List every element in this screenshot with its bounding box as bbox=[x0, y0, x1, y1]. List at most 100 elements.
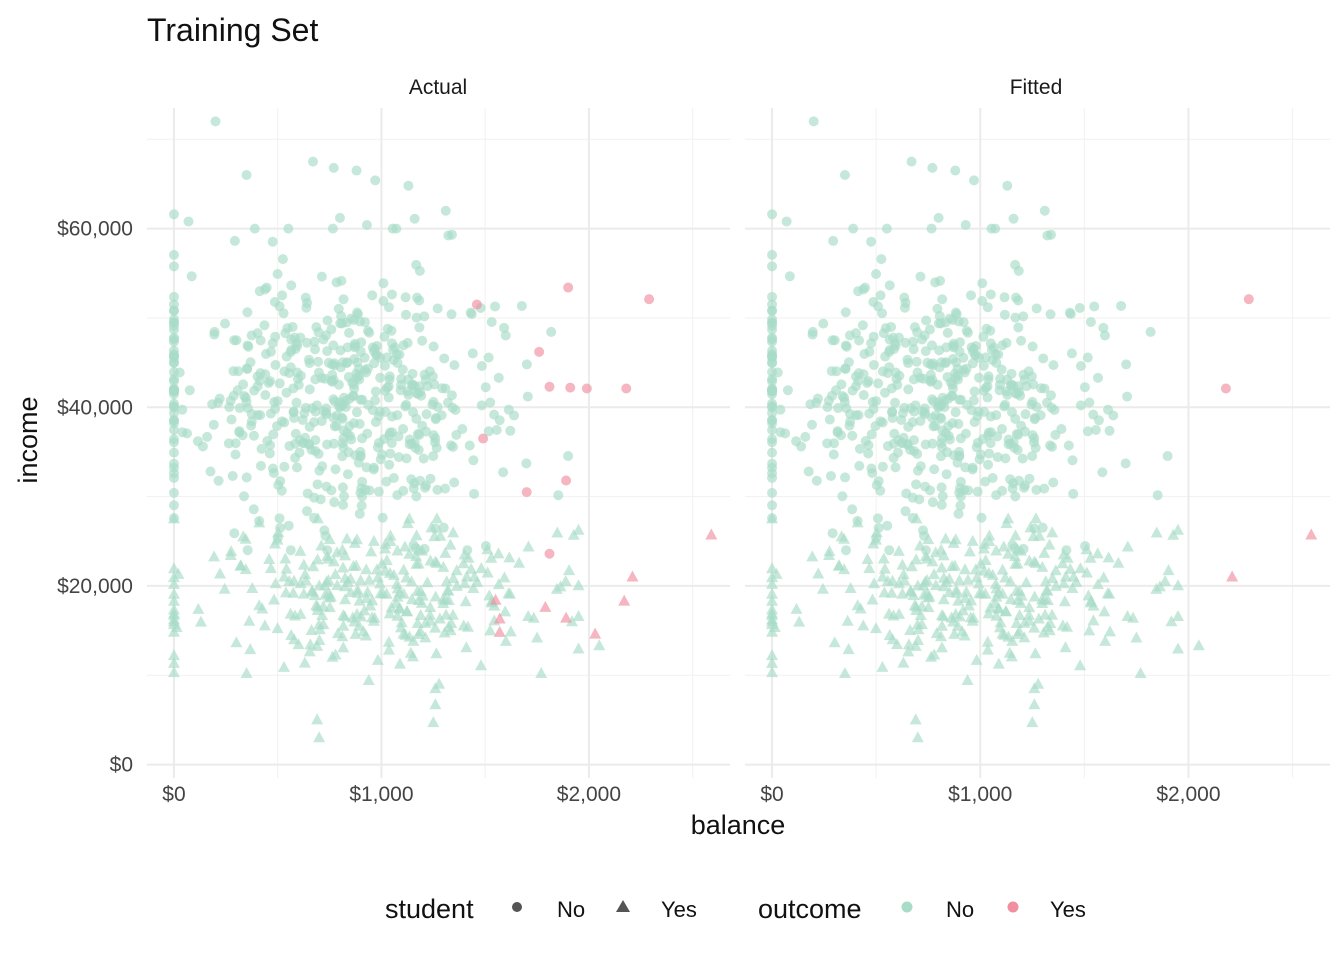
data-point bbox=[239, 563, 252, 575]
data-point bbox=[446, 390, 457, 401]
data-point bbox=[835, 430, 846, 441]
data-point bbox=[167, 666, 180, 678]
data-point bbox=[1046, 572, 1059, 584]
data-point bbox=[921, 315, 932, 326]
data-point bbox=[255, 460, 266, 471]
data-point bbox=[902, 638, 915, 650]
data-point bbox=[982, 566, 995, 578]
data-point bbox=[1004, 593, 1017, 605]
data-point bbox=[920, 439, 931, 450]
data-point bbox=[316, 271, 327, 282]
data-point bbox=[403, 547, 416, 559]
data-point bbox=[837, 491, 848, 502]
data-point bbox=[424, 554, 437, 566]
data-point bbox=[992, 452, 1003, 463]
data-point bbox=[870, 526, 883, 538]
data-point bbox=[226, 414, 237, 425]
data-point bbox=[174, 367, 185, 378]
data-point bbox=[950, 586, 963, 598]
y-tick-label: $40,000 bbox=[57, 396, 133, 419]
data-point bbox=[225, 545, 238, 557]
data-point bbox=[208, 550, 221, 562]
data-point bbox=[286, 280, 297, 291]
data-point bbox=[915, 461, 926, 472]
data-point bbox=[925, 650, 938, 662]
data-point bbox=[229, 235, 240, 246]
data-point bbox=[790, 602, 803, 614]
data-point bbox=[972, 486, 983, 497]
data-point bbox=[429, 621, 442, 633]
data-point bbox=[972, 411, 983, 422]
data-point bbox=[391, 590, 404, 602]
data-point bbox=[403, 180, 414, 191]
data-point bbox=[269, 396, 280, 407]
data-point bbox=[984, 601, 997, 613]
data-point bbox=[922, 357, 933, 368]
data-point bbox=[449, 360, 460, 371]
data-point bbox=[767, 425, 778, 436]
data-point bbox=[285, 545, 296, 556]
data-point bbox=[1075, 361, 1086, 372]
data-point bbox=[234, 403, 245, 414]
data-point bbox=[977, 434, 988, 445]
data-point bbox=[326, 650, 339, 662]
data-point bbox=[440, 483, 451, 494]
data-point bbox=[327, 555, 340, 567]
data-point-default bbox=[563, 282, 574, 293]
data-point bbox=[954, 346, 965, 357]
data-point bbox=[553, 490, 564, 501]
data-point bbox=[1045, 309, 1056, 320]
data-point bbox=[970, 350, 981, 361]
data-point bbox=[996, 423, 1007, 434]
data-point bbox=[1004, 575, 1017, 587]
data-point bbox=[993, 621, 1006, 633]
data-point bbox=[980, 476, 991, 487]
data-point bbox=[313, 731, 326, 743]
data-point bbox=[867, 396, 878, 407]
data-point bbox=[1082, 589, 1095, 601]
data-point bbox=[414, 322, 425, 333]
data-point bbox=[420, 482, 431, 493]
data-point bbox=[915, 416, 926, 427]
data-point bbox=[439, 546, 452, 558]
data-point bbox=[767, 434, 778, 445]
data-point bbox=[183, 216, 194, 227]
data-point bbox=[383, 566, 396, 578]
data-point bbox=[933, 318, 944, 329]
data-point bbox=[1024, 473, 1035, 484]
data-point bbox=[197, 441, 208, 452]
data-point bbox=[462, 551, 475, 563]
data-point bbox=[1033, 529, 1046, 541]
data-point bbox=[256, 443, 267, 454]
data-point-default bbox=[589, 627, 602, 639]
data-point bbox=[1006, 634, 1019, 646]
data-point bbox=[400, 309, 411, 320]
data-point-default bbox=[478, 433, 489, 444]
data-point bbox=[468, 570, 481, 582]
data-point bbox=[384, 459, 395, 470]
data-point bbox=[382, 635, 395, 647]
data-point bbox=[937, 571, 950, 583]
data-point bbox=[214, 567, 227, 579]
data-point bbox=[311, 512, 324, 524]
data-point bbox=[208, 419, 219, 430]
data-point bbox=[398, 423, 409, 434]
data-point bbox=[424, 608, 437, 620]
data-point bbox=[937, 593, 950, 605]
data-point bbox=[981, 323, 992, 334]
legend-outcome-no-label: No bbox=[946, 897, 974, 922]
data-point bbox=[315, 539, 328, 551]
data-point bbox=[1027, 341, 1038, 352]
data-point bbox=[430, 433, 441, 444]
data-point bbox=[945, 611, 958, 623]
data-point bbox=[922, 533, 935, 545]
data-point bbox=[818, 318, 829, 329]
data-point bbox=[918, 525, 929, 536]
data-point bbox=[1031, 303, 1042, 314]
data-point bbox=[360, 563, 373, 575]
data-point bbox=[168, 407, 179, 418]
data-point bbox=[384, 371, 395, 382]
data-point bbox=[958, 317, 969, 328]
data-point bbox=[362, 363, 373, 374]
x-tick-label: $0 bbox=[760, 783, 783, 806]
